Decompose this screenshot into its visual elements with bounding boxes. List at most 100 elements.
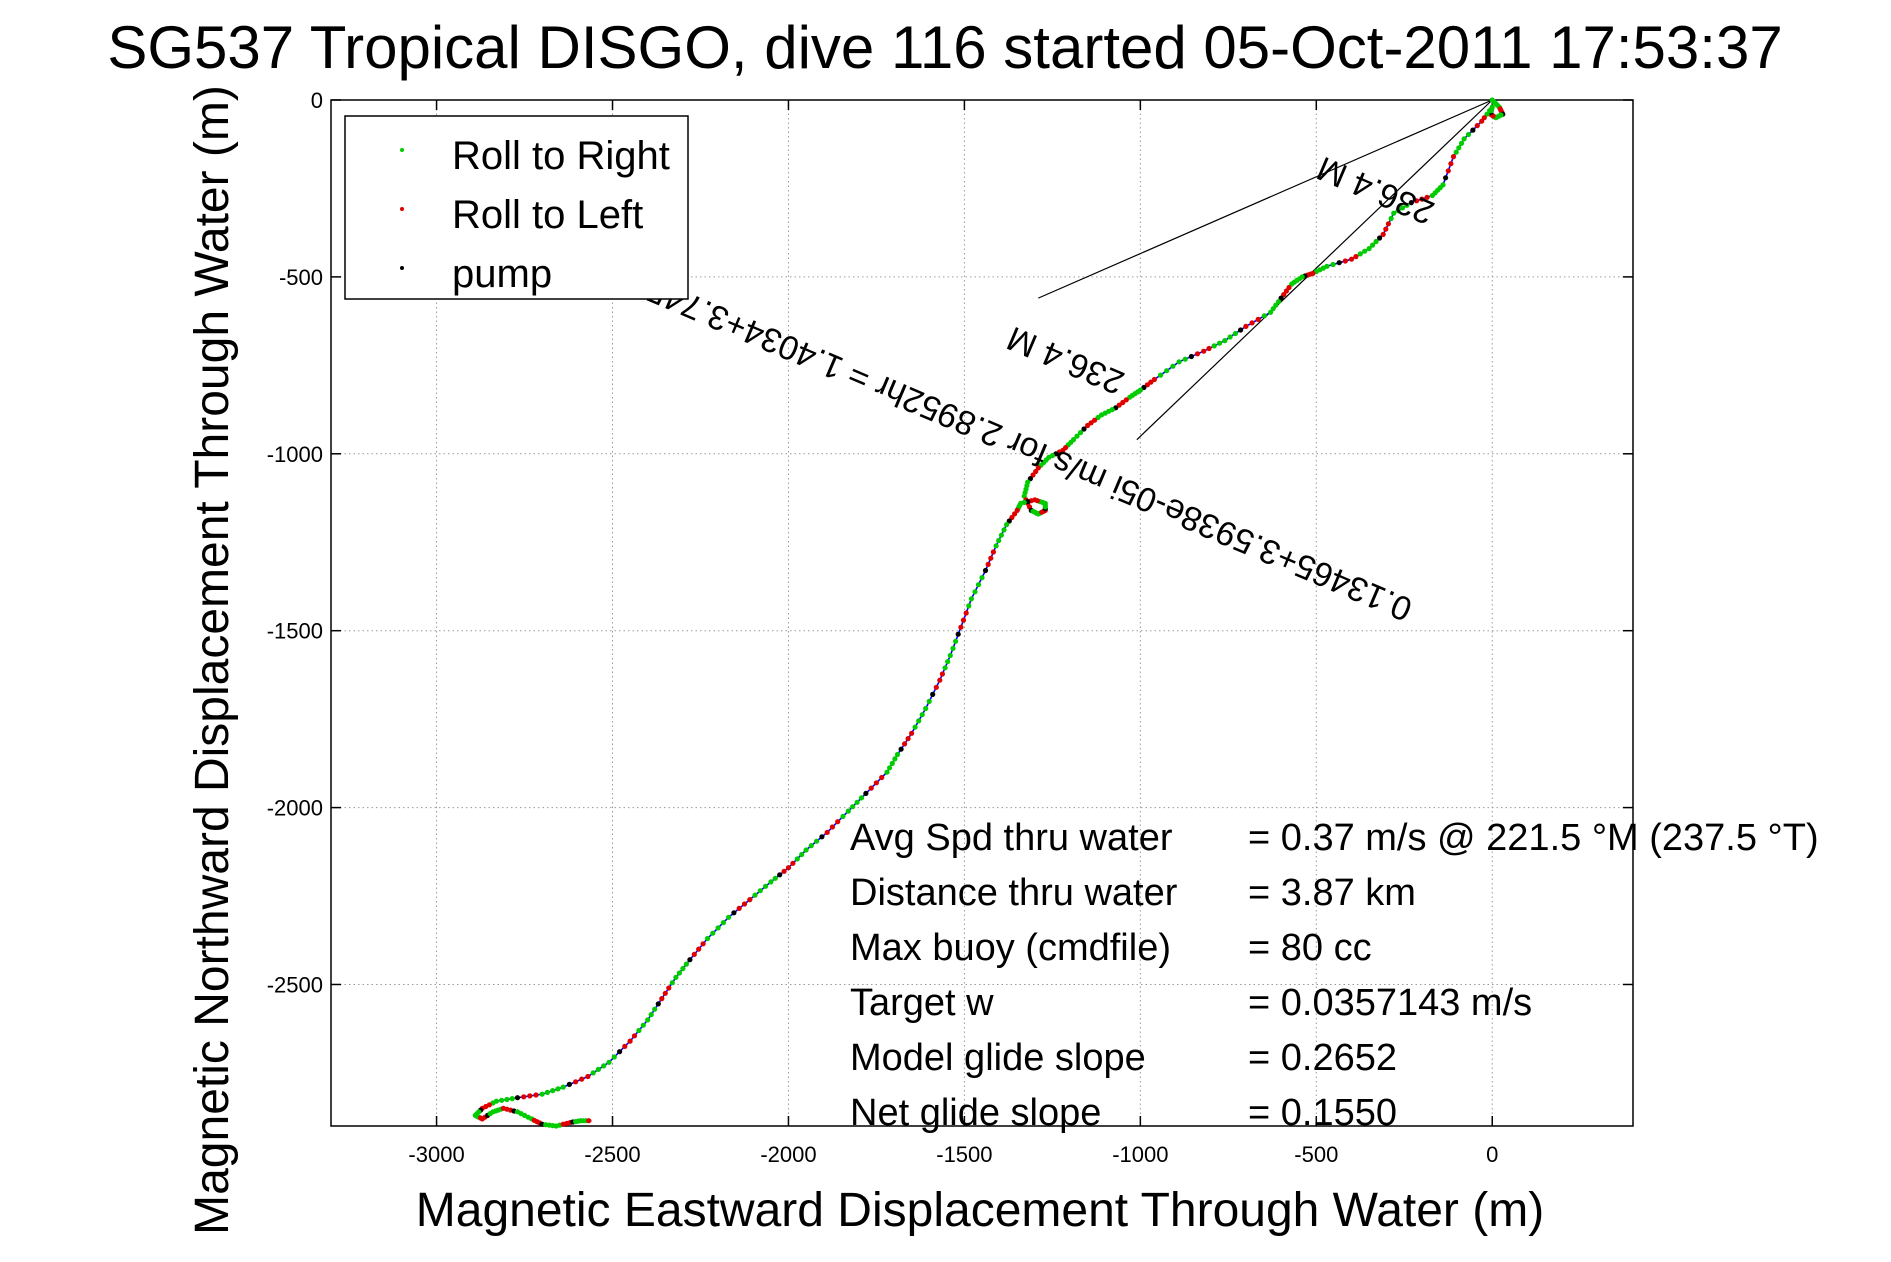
marker-roll-left: [1206, 345, 1212, 352]
marker-roll-right: [1216, 340, 1223, 346]
stat-value-net-glide: = 0.1550: [1248, 1092, 1397, 1134]
marker-roll-left: [1116, 402, 1122, 408]
marker-roll-left: [700, 941, 706, 947]
marker-roll-right: [726, 914, 732, 920]
marker-roll-left: [741, 901, 748, 907]
stat-value-max-buoy: = 80 cc: [1248, 927, 1372, 969]
marker-pump: [1470, 127, 1476, 133]
marker-roll-right: [1429, 192, 1435, 199]
stat-value-model-glide: = 0.2652: [1248, 1037, 1397, 1079]
marker-roll-left: [691, 951, 697, 958]
marker-pump: [955, 631, 961, 637]
marker-roll-right: [972, 589, 978, 595]
marker-roll-right: [768, 879, 774, 885]
marker-roll-right: [544, 1089, 551, 1095]
marker-roll-left: [1414, 198, 1420, 204]
stat-value-avg-speed: = 0.37 m/s @ 221.5 °M (237.5 °T): [1248, 817, 1819, 859]
marker-roll-left: [958, 624, 964, 630]
x-tick-label: -2000: [760, 1142, 816, 1167]
legend-marker-pump: [400, 266, 404, 270]
stat-label-avg-speed: Avg Spd thru water: [850, 817, 1173, 859]
marker-pump: [1278, 295, 1284, 301]
marker-pump: [863, 790, 869, 797]
marker-roll-right: [560, 1084, 566, 1090]
marker-pump: [731, 910, 737, 916]
marker-roll-right: [1270, 306, 1276, 312]
marker-roll-right: [968, 596, 975, 602]
marker-roll-right: [998, 532, 1005, 538]
x-tick-label: -1000: [1112, 1142, 1168, 1167]
chart-title: SG537 Tropical DISGO, dive 116 started 0…: [107, 14, 1782, 81]
y-axis-ticks: 0 -500 -1000 -1500 -2000 -2500: [267, 88, 1633, 997]
marker-roll-right: [1458, 140, 1465, 146]
marker-roll-left: [1144, 382, 1150, 388]
marker-pump: [514, 1095, 521, 1101]
marker-roll-left: [939, 671, 946, 677]
marker-roll-right: [757, 888, 763, 894]
marker-roll-right: [504, 1096, 510, 1103]
marker-roll-right: [996, 537, 1002, 544]
marker-roll-left: [1030, 472, 1036, 478]
marker-roll-right: [1211, 343, 1217, 349]
marker-roll-right: [509, 1096, 515, 1102]
marker-roll-right: [916, 718, 922, 724]
marker-roll-left: [1348, 256, 1355, 262]
marker-roll-right: [611, 1054, 617, 1060]
marker-roll-right: [945, 659, 951, 665]
marker-roll-right: [1176, 359, 1182, 365]
marker-pump: [566, 1081, 573, 1087]
marker-pump: [819, 834, 825, 840]
marker-roll-left: [781, 868, 787, 874]
marker-roll-right: [1404, 202, 1410, 208]
marker-roll-left: [747, 897, 753, 903]
marker-roll-left: [1450, 154, 1457, 160]
marker-roll-left: [1424, 194, 1430, 200]
marker-roll-right: [648, 1012, 654, 1018]
marker-roll-right: [889, 760, 895, 767]
marker-roll-right: [912, 724, 918, 730]
marker-pump: [930, 691, 936, 698]
marker-roll-right: [926, 698, 932, 705]
marker-roll-left: [909, 730, 915, 736]
marker-roll-left: [1249, 320, 1255, 326]
marker-roll-left: [879, 774, 885, 781]
marker-pump: [777, 872, 783, 878]
stat-value-distance: = 3.87 km: [1248, 872, 1416, 914]
marker-roll-right: [1227, 334, 1233, 340]
y-tick-label: -1500: [267, 619, 323, 644]
x-axis-label: Magnetic Eastward Displacement Through W…: [416, 1184, 1544, 1237]
marker-roll-right: [676, 970, 683, 976]
y-tick-label: -1000: [267, 442, 323, 467]
marker-roll-left: [627, 1038, 633, 1044]
marker-roll-right: [1170, 363, 1176, 369]
marker-pump: [1408, 200, 1414, 206]
legend-label-roll-right: Roll to Right: [452, 134, 670, 178]
marker-roll-left: [985, 561, 991, 568]
marker-roll-right: [966, 603, 972, 609]
marker-roll-left: [1148, 379, 1154, 385]
plot-area: [330, 99, 1634, 1127]
marker-roll-right: [887, 765, 893, 771]
stat-value-target-w: = 0.0357143 m/s: [1248, 982, 1532, 1024]
marker-roll-right: [814, 838, 820, 844]
marker-roll-right: [590, 1070, 596, 1076]
marker-roll-right: [950, 645, 956, 652]
marker-roll-left: [1035, 465, 1041, 471]
marker-roll-right: [1330, 261, 1336, 268]
marker-roll-right: [772, 875, 778, 881]
marker-roll-left: [1479, 118, 1485, 124]
marker-roll-right: [1391, 210, 1397, 216]
marker-pump: [1336, 260, 1342, 266]
marker-roll-left: [933, 684, 939, 690]
marker-roll-left: [662, 990, 668, 996]
marker-roll-right: [1370, 242, 1376, 248]
roll-markers: [472, 97, 1506, 1129]
marker-roll-left: [1445, 168, 1451, 174]
heading-line: [1038, 99, 1493, 299]
marker-pump: [1443, 175, 1449, 181]
marker-roll-right: [673, 974, 679, 981]
marker-roll-left: [1201, 348, 1207, 354]
y-tick-label: 0: [311, 88, 323, 113]
marker-roll-left: [1033, 468, 1039, 475]
marker-roll-right: [803, 847, 809, 853]
